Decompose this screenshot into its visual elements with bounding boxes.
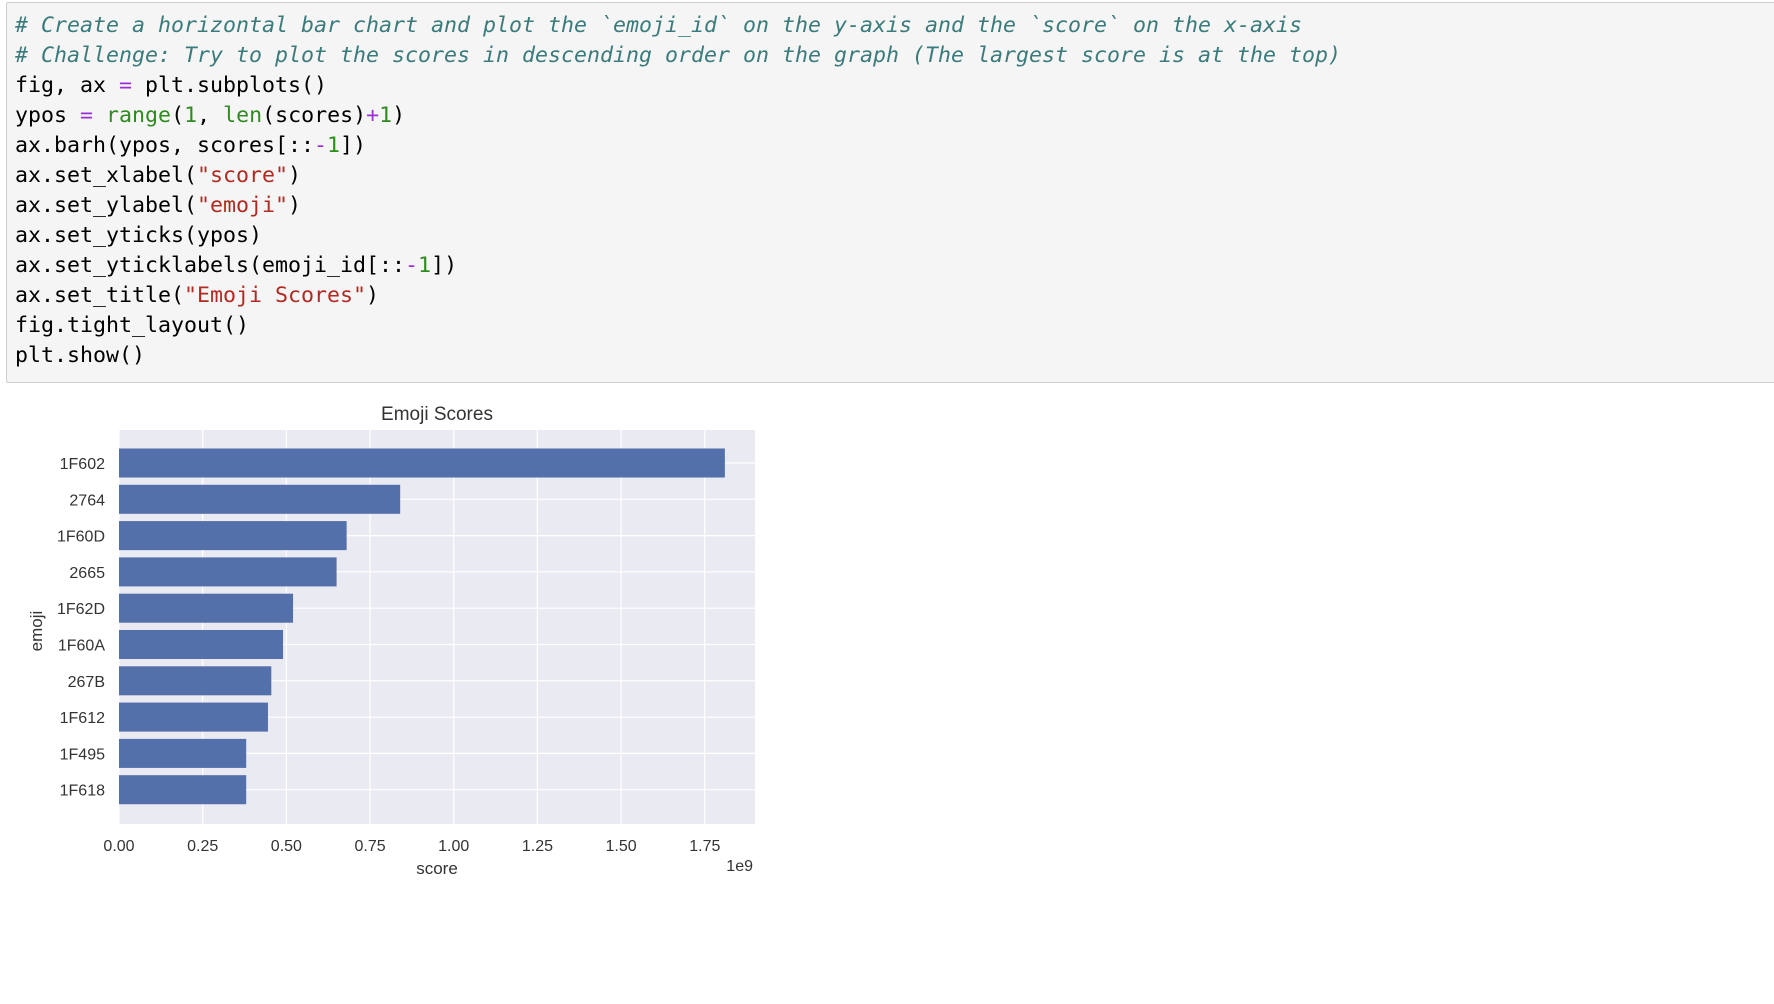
x-tick-label: 1.50 — [606, 838, 637, 855]
code-line[interactable]: ax.set_yticklabels(emoji_id[::-1]) — [15, 251, 1341, 281]
code-token: range — [106, 103, 172, 128]
code-token: ]) — [431, 253, 458, 278]
code-token: 1 — [379, 103, 393, 128]
x-tick-label: 1.75 — [689, 838, 720, 855]
bar-2665 — [119, 557, 337, 587]
code-token: plt.subplots() — [132, 73, 328, 98]
x-tick-label: 1.25 — [522, 838, 553, 855]
x-axis-label: score — [416, 859, 458, 878]
y-tick-label: 1F618 — [60, 783, 105, 800]
bar-1f612 — [119, 702, 268, 732]
output-area: 1F602 2764 1F60D 2665 1F62D 1F60A 267B 1F612 1F4… — [0, 383, 1774, 1004]
y-tick-label: 1F602 — [60, 456, 105, 473]
code-token: ypos — [15, 103, 81, 128]
code-token: + — [366, 103, 380, 128]
code-token: fig, ax — [15, 73, 120, 98]
code-token: 1 — [418, 253, 432, 278]
y-axis-label: emoji — [27, 611, 46, 652]
x-tick-label: 0.75 — [354, 838, 385, 855]
code-line[interactable]: ax.set_xlabel("score") — [15, 161, 1341, 191]
code-line[interactable]: ax.set_title("Emoji Scores") — [15, 281, 1341, 311]
y-tick-label: 2665 — [69, 565, 105, 582]
code-token: ) — [366, 283, 380, 308]
code-token — [93, 103, 106, 128]
code-token: = — [119, 73, 133, 98]
x-tick-label: 0.00 — [103, 838, 134, 855]
code-token: ax.set_title( — [15, 283, 185, 308]
code-token: "emoji" — [197, 193, 289, 218]
bar-1f60d — [119, 521, 347, 551]
y-tick-label: 1F612 — [60, 710, 105, 727]
bar-1f60a — [119, 629, 284, 660]
code-token: ) — [288, 163, 302, 188]
code-line[interactable]: plt.show() — [15, 341, 1341, 371]
y-tick-label: 1F60A — [58, 638, 105, 655]
code-token: - — [314, 133, 328, 158]
code-token: len — [223, 103, 263, 128]
code-line[interactable]: ax.set_ylabel("emoji") — [15, 191, 1341, 221]
code-token: = — [80, 103, 94, 128]
code-token: ]) — [340, 133, 367, 158]
code-token: (scores) — [262, 103, 367, 128]
emoji-scores-chart: 1F602 2764 1F60D 2665 1F62D 1F60A 267B 1F612 1F4… — [27, 404, 755, 878]
y-tick-labels: 1F602 2764 1F60D 2665 1F62D 1F60A 267B 1F612 1F4… — [57, 456, 105, 800]
code-token: 1 — [184, 103, 198, 128]
code-token: ax.set_yticks(ypos) — [15, 223, 263, 248]
code-token: plt.show() — [15, 343, 146, 368]
code-token: ax.set_yticklabels(emoji_id[:: — [15, 253, 406, 278]
x-tick-label: 1.00 — [438, 838, 469, 855]
code-line[interactable]: fig.tight_layout() — [15, 311, 1341, 341]
y-tick-label: 2764 — [69, 492, 105, 509]
code-token: - — [405, 253, 419, 278]
code-token: ax.set_xlabel( — [15, 163, 198, 188]
code-token: "score" — [197, 163, 289, 188]
bar-2764 — [119, 484, 401, 514]
code-line[interactable]: fig, ax = plt.subplots() — [15, 71, 1341, 101]
code-line[interactable]: # Create a horizontal bar chart and plot… — [15, 11, 1341, 41]
y-tick-label: 1F62D — [57, 601, 105, 618]
code-token: , — [197, 103, 224, 128]
code-block[interactable]: # Create a horizontal bar chart and plot… — [15, 11, 1341, 371]
x-tick-labels: 0.00 0.25 0.50 0.75 1.00 1.25 1.50 1.75 — [103, 838, 720, 855]
code-token: # Create a horizontal bar chart and plot… — [15, 13, 1303, 38]
bar-1f495 — [119, 738, 247, 768]
code-token: # Challenge: Try to plot the scores in d… — [15, 43, 1342, 68]
code-token: fig.tight_layout() — [15, 313, 250, 338]
bar-1f618 — [119, 775, 247, 805]
code-line[interactable]: # Challenge: Try to plot the scores in d… — [15, 41, 1341, 71]
y-tick-label: 1F495 — [60, 746, 105, 763]
bar-267b — [119, 666, 272, 696]
bar-1f602 — [119, 448, 725, 478]
code-token: "Emoji Scores" — [184, 283, 367, 308]
code-line[interactable]: ax.set_yticks(ypos) — [15, 221, 1341, 251]
y-tick-label: 1F60D — [57, 529, 105, 546]
bars — [119, 448, 725, 805]
code-token: ax.set_ylabel( — [15, 193, 198, 218]
code-token: 1 — [327, 133, 341, 158]
x-offset-label: 1e9 — [726, 858, 753, 875]
chart-title: Emoji Scores — [381, 404, 493, 425]
code-line[interactable]: ypos = range(1, len(scores)+1) — [15, 101, 1341, 131]
x-tick-label: 0.50 — [271, 838, 302, 855]
code-cell[interactable]: # Create a horizontal bar chart and plot… — [6, 2, 1774, 383]
code-token: ) — [288, 193, 302, 218]
code-line[interactable]: ax.barh(ypos, scores[::-1]) — [15, 131, 1341, 161]
code-token: ) — [392, 103, 406, 128]
x-tick-label: 0.25 — [187, 838, 218, 855]
code-token: ( — [171, 103, 185, 128]
code-token: ax.barh(ypos, scores[:: — [15, 133, 315, 158]
y-tick-label: 267B — [68, 674, 105, 691]
bar-1f62d — [119, 593, 294, 623]
